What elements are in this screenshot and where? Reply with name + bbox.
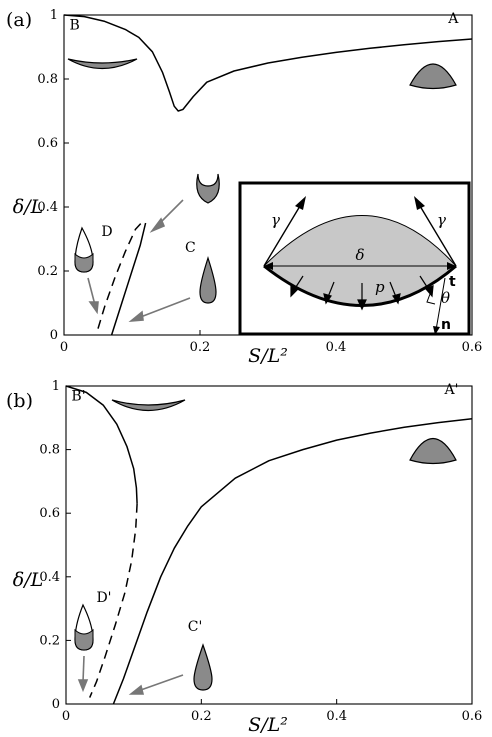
inset-normal-symbol: n [441,317,451,333]
inset-angle-mark [426,293,436,305]
arrow-head-lower-b [128,684,145,695]
y-tick-label: 0.8 [39,443,60,458]
x-tick-label: 0.2 [191,709,212,724]
partial-drop-icon-d [74,226,94,273]
teardrop-icon-c-prime [193,643,213,691]
x-tick-label: 0.2 [190,340,211,355]
series-line-solid-0 [65,385,138,504]
y-tick-label: 0.4 [39,570,60,585]
panel-b-ticks: 0 0.2 0.4 0.6 0 0.2 0.4 0.6 0.8 1 [39,379,482,724]
y-tick-label: 0.6 [37,136,58,151]
x-tick-label: 0.4 [326,709,347,724]
inset-width-arrow-left [264,262,273,270]
y-tick-label: 1 [52,379,60,394]
y-tick-label: 1 [50,8,58,23]
inset-width-arrow-right [447,262,456,270]
series-line-dashed-2 [97,219,145,329]
panel-a: (a) 0 0.2 0.4 0.600.20.40.60.81 δ/L S/L² A … [6,8,482,367]
arrow-head-dashed [88,301,99,315]
inset-top-interface [263,215,457,267]
inset-tension-right [419,205,457,267]
inset-tension-right-head [414,196,425,210]
series-line-solid-0 [63,14,473,112]
series-line-solid-2 [112,418,473,705]
arrow-to-dashed-branch-b [82,655,85,683]
dome-shape-icon [409,63,457,90]
series-line-solid-1 [110,222,147,336]
inset-gamma-left: γ [271,211,280,229]
inset-delta-symbol: δ [355,246,364,264]
flat-lens-icon [67,58,138,69]
inset-tangent-symbol: t [449,274,456,290]
inset-pressure-arrows [290,275,434,311]
panel-a-xlabel: S/L² [248,345,288,367]
x-tick-label: 0.6 [462,709,483,724]
panel-b-label-D-prime: D' [96,590,111,606]
panel-b-label-A-prime: A' [443,382,458,398]
inset-normal-head [433,326,440,335]
y-tick-label: 0.4 [37,200,58,215]
panel-b-series [65,385,473,705]
panel-a-label-B: B [69,17,79,33]
cup-drop-icon [196,173,220,204]
y-tick-label: 0 [52,697,60,712]
panel-a-ylabel: δ/L [13,196,43,218]
x-tick-label: 0 [62,709,70,724]
x-tick-label: 0.4 [326,340,347,355]
inset-tension-left-head [295,196,306,210]
series-line-dashed-1 [89,503,138,698]
panel-b-xlabel: S/L² [248,714,288,736]
inset-diagram: δ γ γ p t θ n [238,181,471,336]
panel-b-ylabel: δ/L [13,569,43,591]
arrow-head-upper [149,217,166,233]
inset-normal-vector [435,277,446,331]
panel-a-series [63,14,473,336]
x-tick-label: 0 [60,340,68,355]
panel-b-frame [65,385,473,705]
inset-tension-left [263,205,301,267]
arrow-to-lower-branch [137,297,191,319]
inset-drop-fill [264,215,456,306]
flat-lens-icon-b [111,399,186,411]
arrow-to-dashed-branch [87,277,96,306]
y-tick-label: 0.2 [37,264,58,279]
panel-a-label-D: D [101,224,112,240]
panel-b: (b) 0 0.2 0.4 0.6 0 0.2 0.4 0.6 0.8 1 δ/L S/L² A'… [6,379,482,736]
inset-pressure-symbol: p [375,278,385,296]
partial-drop-icon-d-prime [74,603,94,651]
y-tick-label: 0.6 [39,506,60,521]
panel-a-label: (a) [6,9,32,31]
arrow-head-lower [128,310,144,323]
teardrop-icon-c [199,256,217,304]
dome-shape-icon-b [409,438,457,465]
x-tick-label: 0.6 [462,340,483,355]
panel-a-label-C: C [185,240,196,256]
arrow-to-lower-branch-b [137,674,184,692]
y-tick-label: 0.8 [37,72,58,87]
panel-a-label-A: A [447,11,459,27]
inset-gamma-right: γ [437,211,446,229]
inset-theta-symbol: θ [441,289,450,307]
y-tick-label: 0 [50,328,58,343]
panel-b-label: (b) [6,390,33,412]
panel-a-arrows [87,199,191,323]
panel-b-arrows [77,655,184,695]
panel-b-label-B-prime: B' [71,388,85,404]
arrow-head-dashed-b [77,679,89,693]
y-tick-label: 0.2 [39,633,60,648]
panel-b-label-C-prime: C' [188,619,203,635]
